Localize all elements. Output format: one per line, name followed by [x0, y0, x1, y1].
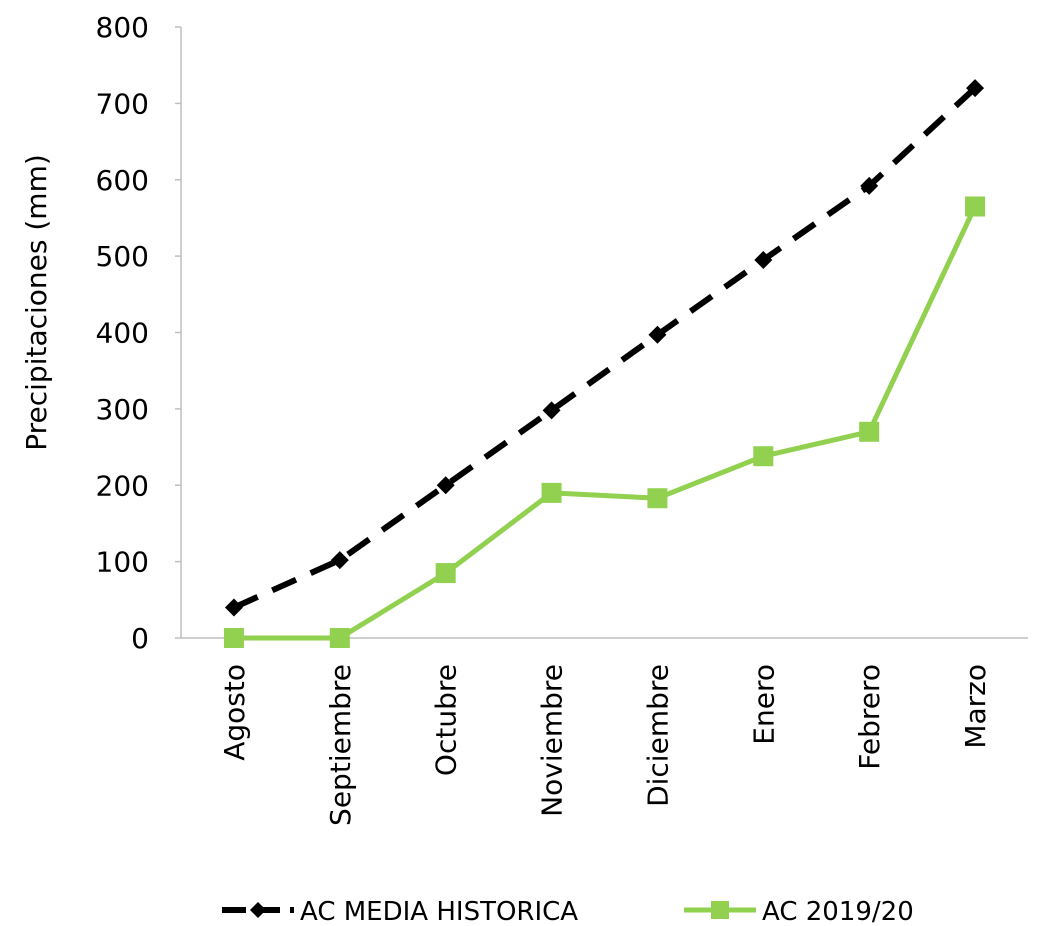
data-point-diamond [966, 79, 985, 98]
data-point-diamond [648, 325, 667, 344]
data-point-diamond [754, 250, 773, 269]
legend-entry: AC MEDIA HISTORICA [222, 897, 578, 926]
series-0 [224, 79, 985, 617]
series-layer [223, 79, 986, 648]
data-point-square [223, 628, 244, 648]
x-tick-label: Marzo [959, 664, 992, 749]
data-point-square [965, 196, 986, 217]
legend: AC MEDIA HISTORICA AC 2019/20 [222, 897, 914, 926]
y-tick-label: 700 [96, 87, 149, 120]
y-axis: 0 100 200 300 400 500 600 700 800 [96, 11, 182, 655]
data-point-diamond [224, 598, 243, 617]
data-point-diamond [860, 176, 879, 195]
data-point-square [541, 482, 562, 503]
x-axis: Agosto Septiembre Octubre Noviembre Diciembr… [181, 637, 1028, 826]
x-tick-label: Agosto [218, 664, 251, 761]
legend-label: AC MEDIA HISTORICA [300, 897, 578, 926]
legend-label: AC 2019/20 [762, 897, 914, 926]
series-line [232, 85, 978, 611]
y-tick-label: 300 [96, 393, 149, 426]
data-point-square [859, 421, 880, 442]
y-tick-label: 100 [96, 546, 149, 579]
data-point-diamond [436, 476, 455, 495]
y-tick-label: 600 [96, 164, 149, 197]
legend-entry: AC 2019/20 [684, 897, 914, 926]
y-tick-label: 0 [131, 622, 149, 655]
y-tick-label: 200 [96, 469, 149, 502]
x-tick-label: Noviembre [536, 664, 569, 817]
data-point-diamond [542, 401, 561, 420]
data-point-square [329, 628, 350, 648]
legend-swatch-marker [250, 902, 266, 918]
legend-swatch-marker [711, 901, 729, 919]
series-line [233, 205, 978, 641]
y-tick-label: 400 [96, 317, 149, 350]
data-point-diamond [330, 551, 349, 570]
data-point-square [435, 563, 456, 584]
x-tick-label: Enero [747, 664, 780, 745]
y-tick-label: 500 [96, 240, 149, 273]
data-point-square [647, 488, 668, 509]
x-tick-label: Octubre [430, 664, 463, 776]
x-tick-label: Diciembre [641, 664, 674, 807]
y-tick-label: 800 [96, 11, 149, 44]
y-axis-title: Precipitaciones (mm) [20, 154, 53, 451]
data-point-square [753, 446, 774, 467]
x-tick-label: Febrero [853, 664, 886, 770]
x-tick-label: Septiembre [324, 664, 357, 826]
series-1 [223, 196, 986, 648]
